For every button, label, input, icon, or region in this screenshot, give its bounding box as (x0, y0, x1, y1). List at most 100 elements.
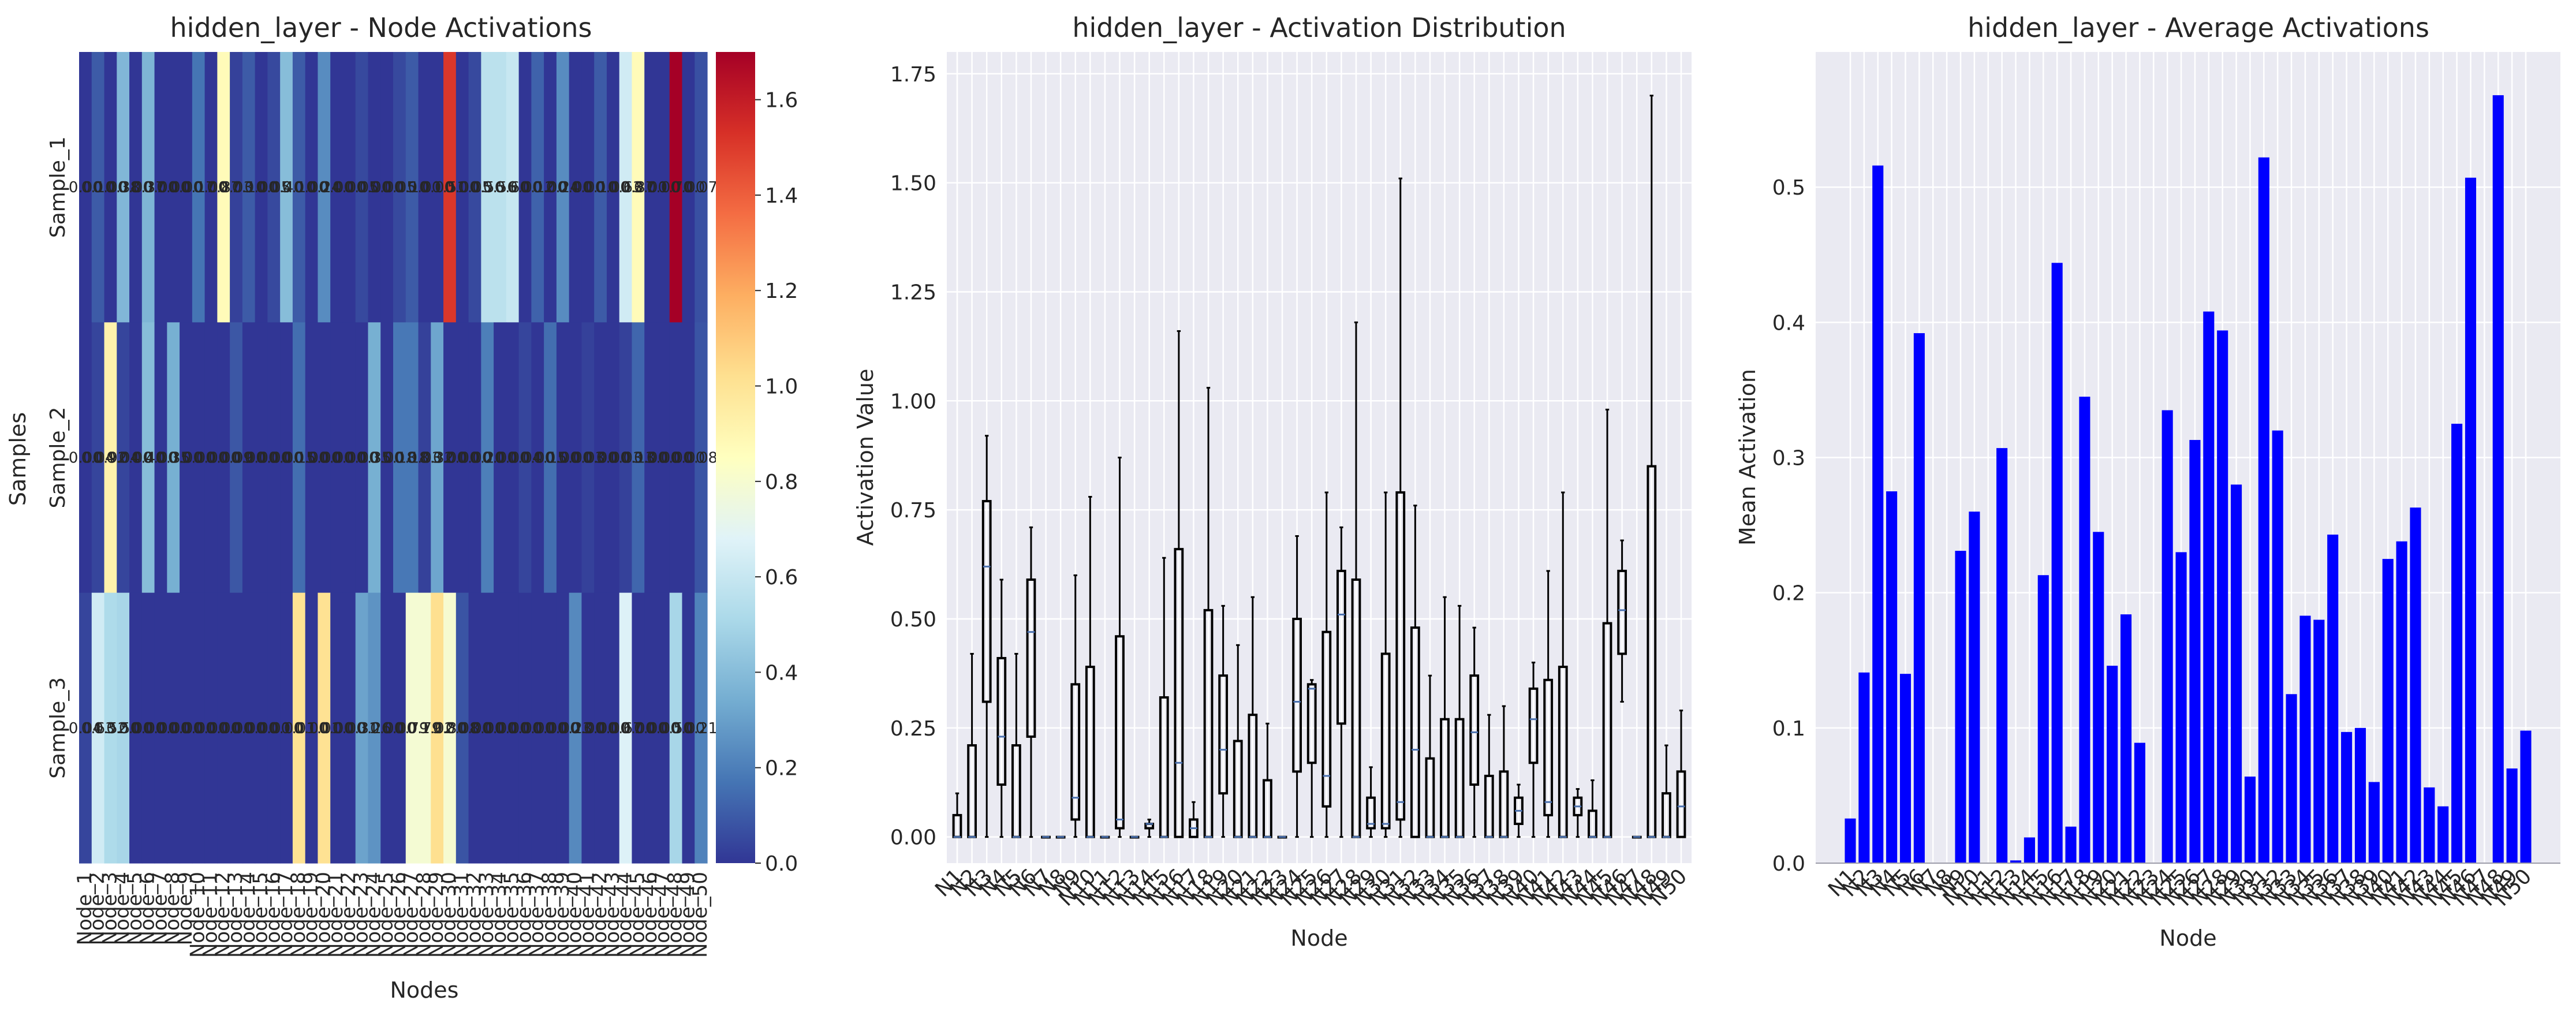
colorbar (716, 52, 755, 863)
heatmap-cell (468, 592, 481, 864)
heatmap-row-label: Sample_2 (46, 407, 70, 509)
heatmap-cell (494, 592, 507, 864)
boxplot-y-tick-label: 0.75 (890, 499, 936, 522)
heatmap-cell-value: 0.20 (471, 450, 504, 467)
heatmap-cell (141, 592, 155, 864)
barchart-bar (2051, 263, 2063, 863)
heatmap-column-label: Node_10 (186, 872, 210, 958)
heatmap-cell (368, 592, 381, 864)
heatmap-cell-value: 0.00 (69, 450, 102, 467)
heatmap-column-labels: Node_1Node_2Node_3Node_4Node_5Node_6Node… (73, 872, 712, 958)
boxplot-y-tick-label: 1.75 (890, 63, 936, 87)
barchart-y-tick-label: 0.2 (1772, 582, 1805, 606)
boxplot-box (1410, 505, 1420, 838)
heatmap-cell (632, 52, 645, 323)
barchart-bar (2424, 787, 2435, 863)
heatmap-cell-value: 0.00 (383, 720, 416, 737)
heatmap-cell (481, 52, 494, 323)
heatmap-cell-value: 0.00 (69, 179, 102, 196)
heatmap-column-label: Node_41 (576, 872, 599, 958)
heatmap-cell-value: 0.03 (219, 179, 253, 196)
heatmap-cell (481, 592, 494, 864)
heatmap-cell-value: 0.00 (408, 179, 441, 196)
barchart-bar (1955, 551, 1966, 863)
heatmap-cell (180, 322, 193, 594)
heatmap-cell-value: 0.00 (169, 720, 203, 737)
heatmap-cell-value: 0.24 (546, 179, 580, 196)
heatmap-column-label: Node_20 (312, 872, 335, 958)
heatmap-cell (292, 52, 306, 323)
heatmap-cell-value: 0.79 (408, 720, 441, 737)
boxplot-box (1395, 177, 1406, 838)
heatmap-cell-annotations: 0.000.100.000.380.000.370.000.000.000.17… (69, 179, 718, 737)
barchart-bar (1913, 333, 1925, 863)
boxplot-boxes (952, 95, 1686, 839)
heatmap-cell (594, 592, 607, 864)
heatmap-cell (380, 322, 394, 594)
barchart-bar (2299, 615, 2311, 863)
colorbar-tick-label: 0.6 (765, 566, 798, 589)
heatmap-cell-value: 0.00 (596, 720, 630, 737)
heatmap-cell (217, 592, 230, 864)
heatmap-cell (217, 52, 230, 323)
heatmap-cell-value: 0.00 (144, 450, 177, 467)
boxplot-box (1617, 539, 1627, 703)
boxplot-box (1174, 330, 1184, 838)
barchart-bar (2437, 806, 2449, 863)
barchart-bar (2217, 330, 2228, 863)
boxplot-box (1543, 570, 1554, 838)
heatmap-y-axis-label: Samples (5, 412, 31, 506)
heatmap-cell (556, 322, 570, 594)
boxplot-box (1263, 722, 1272, 838)
heatmap-cell-value: 1.02 (420, 720, 454, 737)
heatmap-cell (506, 592, 520, 864)
heatmap-cell (531, 322, 544, 594)
heatmap-cell (494, 52, 507, 323)
barchart-bar (2231, 484, 2242, 863)
heatmap-column-label: Node_31 (450, 872, 473, 958)
heatmap-column-label: Node_43 (601, 872, 624, 958)
barchart-panel: hidden_layer - Average Activations 0.00.… (1735, 12, 2560, 951)
heatmap-cell (305, 52, 319, 323)
heatmap-cell-value: 0.00 (634, 179, 667, 196)
barchart-y-tick-label: 0.5 (1772, 176, 1805, 200)
heatmap-cell (606, 322, 620, 594)
heatmap-column-label: Node_34 (488, 872, 511, 958)
heatmap-cell-value: 0.00 (333, 720, 366, 737)
heatmap-cell (581, 322, 595, 594)
boxplot-iqr-box (1528, 687, 1539, 764)
barchart-bar (2368, 782, 2380, 863)
boxplot-box (1011, 652, 1021, 838)
heatmap-cell-value: 0.00 (509, 179, 542, 196)
heatmap-column-label: Node_19 (300, 872, 323, 958)
heatmap-cell (606, 592, 620, 864)
heatmap-cell-value: 0.18 (383, 450, 416, 467)
heatmap-cell (167, 322, 180, 594)
boxplot-y-ticks: 0.00 0.25 0.50 0.75 1.00 1.25 1.50 1.75 (890, 63, 936, 850)
heatmap-cell (569, 322, 582, 594)
barchart-bar (2203, 311, 2215, 863)
heatmap-cell-value: 0.00 (634, 450, 667, 467)
heatmap-cell (91, 322, 105, 594)
barchart-y-tick-label: 0.4 (1772, 311, 1805, 335)
heatmap-cell (104, 52, 117, 323)
heatmap-cell-value: 0.35 (156, 450, 190, 467)
boxplot-box (1306, 679, 1317, 838)
heatmap-cell (355, 52, 369, 323)
heatmap-cell (418, 592, 431, 864)
heatmap-cells (79, 52, 708, 864)
heatmap-cell (192, 52, 206, 323)
boxplot-iqr-box (1115, 635, 1125, 830)
boxplot-box (1336, 526, 1346, 838)
heatmap-cell (518, 592, 532, 864)
heatmap-cell (318, 52, 331, 323)
heatmap-cell (204, 52, 218, 323)
heatmap-cell (456, 592, 469, 864)
heatmap-panel: hidden_layer - Node Activations 0.000.10… (5, 12, 798, 1003)
heatmap-column-label: Node_2 (86, 872, 109, 945)
heatmap-cell (656, 52, 670, 323)
heatmap-cell (230, 322, 243, 594)
heatmap-cell (544, 592, 557, 864)
heatmap-cell-value: 0.00 (207, 450, 240, 467)
